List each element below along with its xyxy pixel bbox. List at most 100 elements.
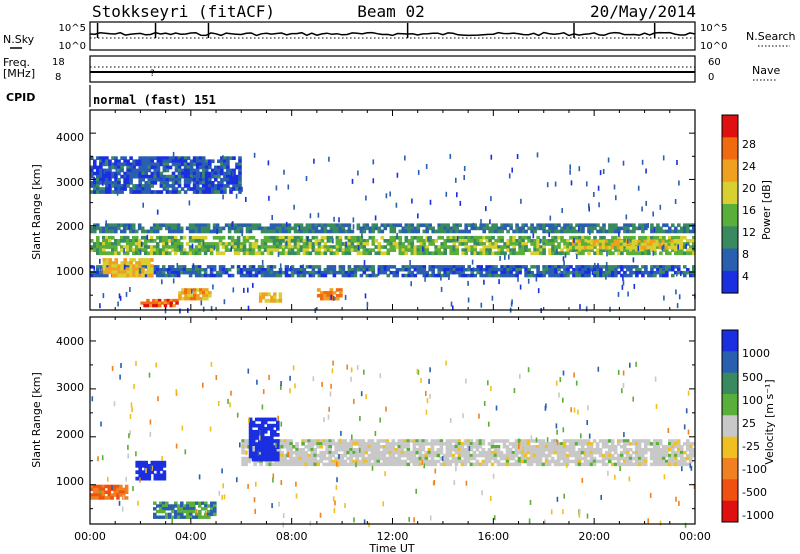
velocity-cell — [259, 462, 263, 467]
power-cell — [156, 177, 161, 182]
velocity-speckle — [97, 456, 99, 462]
velocity-cell — [292, 459, 296, 464]
velocity-speckle — [280, 480, 283, 485]
power-cell — [164, 242, 169, 246]
power-cell — [176, 270, 181, 275]
velocity-speckle — [675, 496, 677, 502]
power-speckle — [532, 233, 535, 239]
power-cell — [491, 223, 495, 228]
power-cell — [169, 301, 173, 305]
velocity-cell — [304, 445, 308, 449]
power-speckle — [632, 257, 635, 263]
power-cell — [428, 273, 432, 278]
velocity-cell — [304, 456, 308, 461]
velocity-cell — [571, 450, 576, 455]
power-cell — [299, 223, 304, 228]
velocity-cell — [213, 501, 217, 505]
power-cell — [129, 273, 133, 278]
velocity-cell — [505, 459, 510, 464]
power-cell — [236, 265, 241, 269]
power-cell — [413, 235, 418, 240]
power-cell — [383, 223, 388, 228]
power-cell — [251, 223, 256, 228]
velocity-cell — [541, 445, 546, 449]
power-cell — [278, 235, 283, 240]
power-cell — [180, 159, 185, 164]
power-cell — [380, 270, 385, 275]
velocity-cell — [502, 456, 507, 461]
power-cell — [123, 258, 127, 262]
power-cell — [329, 223, 334, 228]
power-cell — [641, 229, 645, 234]
velocity-speckle — [359, 447, 361, 453]
power-cell — [167, 265, 172, 269]
power-cell — [323, 229, 328, 234]
velocity-cell — [352, 459, 356, 464]
power-cell — [177, 165, 182, 170]
velocity-cell — [610, 462, 615, 467]
velocity-cell — [153, 460, 158, 465]
velocity-speckle — [453, 480, 456, 486]
velocity-speckle — [581, 477, 584, 483]
power-cell — [248, 229, 253, 234]
power-cell — [584, 248, 588, 252]
power-cell — [99, 187, 103, 191]
power-cell — [114, 226, 118, 231]
velocity-cell — [625, 456, 630, 461]
power-cell — [287, 229, 292, 234]
velocity-cell — [92, 493, 97, 497]
power-cell — [242, 265, 247, 269]
velocity-speckle — [621, 388, 623, 394]
power-cell — [338, 226, 343, 231]
velocity-cell — [535, 450, 540, 455]
power-cell — [589, 245, 594, 250]
power-cell — [161, 265, 166, 269]
velocity-cell — [655, 442, 660, 446]
velocity-cell — [364, 450, 369, 455]
velocity-cell — [439, 450, 444, 455]
power-cell — [671, 248, 675, 252]
power-speckle — [578, 226, 580, 232]
power-speckle — [637, 185, 640, 191]
velocity-cell — [325, 450, 329, 455]
power-speckle — [364, 293, 367, 299]
station-title: Stokkseyri (fitACF) — [92, 2, 275, 21]
power-cell — [147, 174, 152, 179]
power-cell — [467, 229, 471, 234]
power-cell — [655, 242, 660, 247]
velocity-cell — [307, 445, 311, 449]
power-cell — [132, 273, 136, 278]
velocity-cell — [448, 445, 453, 449]
velocity-cell — [310, 450, 314, 455]
power-cell — [601, 239, 606, 244]
power-cell — [132, 162, 136, 167]
power-cell — [365, 223, 370, 228]
velocity-cell — [257, 426, 262, 431]
power-cell — [174, 156, 179, 160]
power-cell — [629, 265, 633, 269]
power-cell — [575, 265, 579, 269]
power-cell — [533, 248, 537, 252]
power-cell — [613, 245, 618, 250]
power-cell — [359, 239, 364, 243]
velocity-speckle — [513, 388, 516, 394]
velocity-cell — [577, 439, 582, 443]
velocity-speckle — [275, 442, 277, 448]
power-cell — [305, 265, 310, 269]
power-cell — [440, 273, 444, 278]
velocity-cell — [276, 445, 280, 449]
power-cell — [452, 268, 456, 272]
power-cell — [195, 156, 200, 160]
velocity-cell — [589, 445, 594, 449]
power-cell — [189, 159, 194, 164]
power-cell — [551, 245, 555, 249]
power-y-ticks — [90, 109, 695, 296]
power-cell — [497, 273, 501, 278]
power-cell — [539, 223, 543, 228]
velocity-cell — [532, 448, 537, 452]
velocity-cell — [241, 456, 245, 461]
velocity-cell — [466, 450, 471, 455]
power-cell — [135, 264, 139, 268]
power-cell — [551, 242, 555, 246]
power-cell — [197, 273, 202, 278]
